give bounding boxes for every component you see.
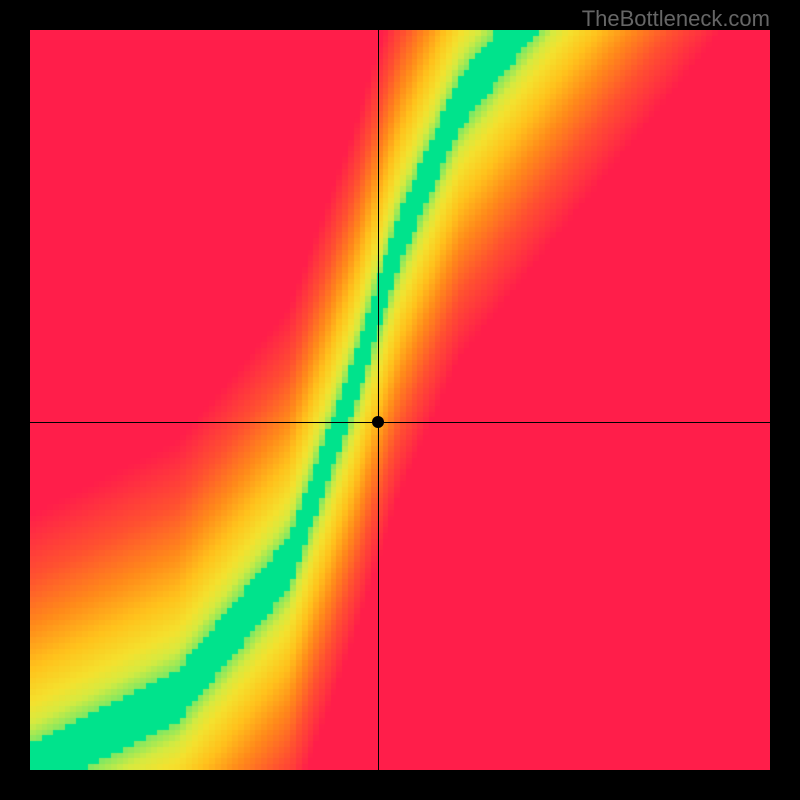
heatmap-canvas (30, 30, 770, 770)
heatmap-plot-area (30, 30, 770, 770)
crosshair-vertical (378, 30, 379, 770)
crosshair-horizontal (30, 422, 770, 423)
crosshair-marker-dot (372, 416, 384, 428)
watermark-text: TheBottleneck.com (582, 6, 770, 32)
figure-container: TheBottleneck.com (0, 0, 800, 800)
